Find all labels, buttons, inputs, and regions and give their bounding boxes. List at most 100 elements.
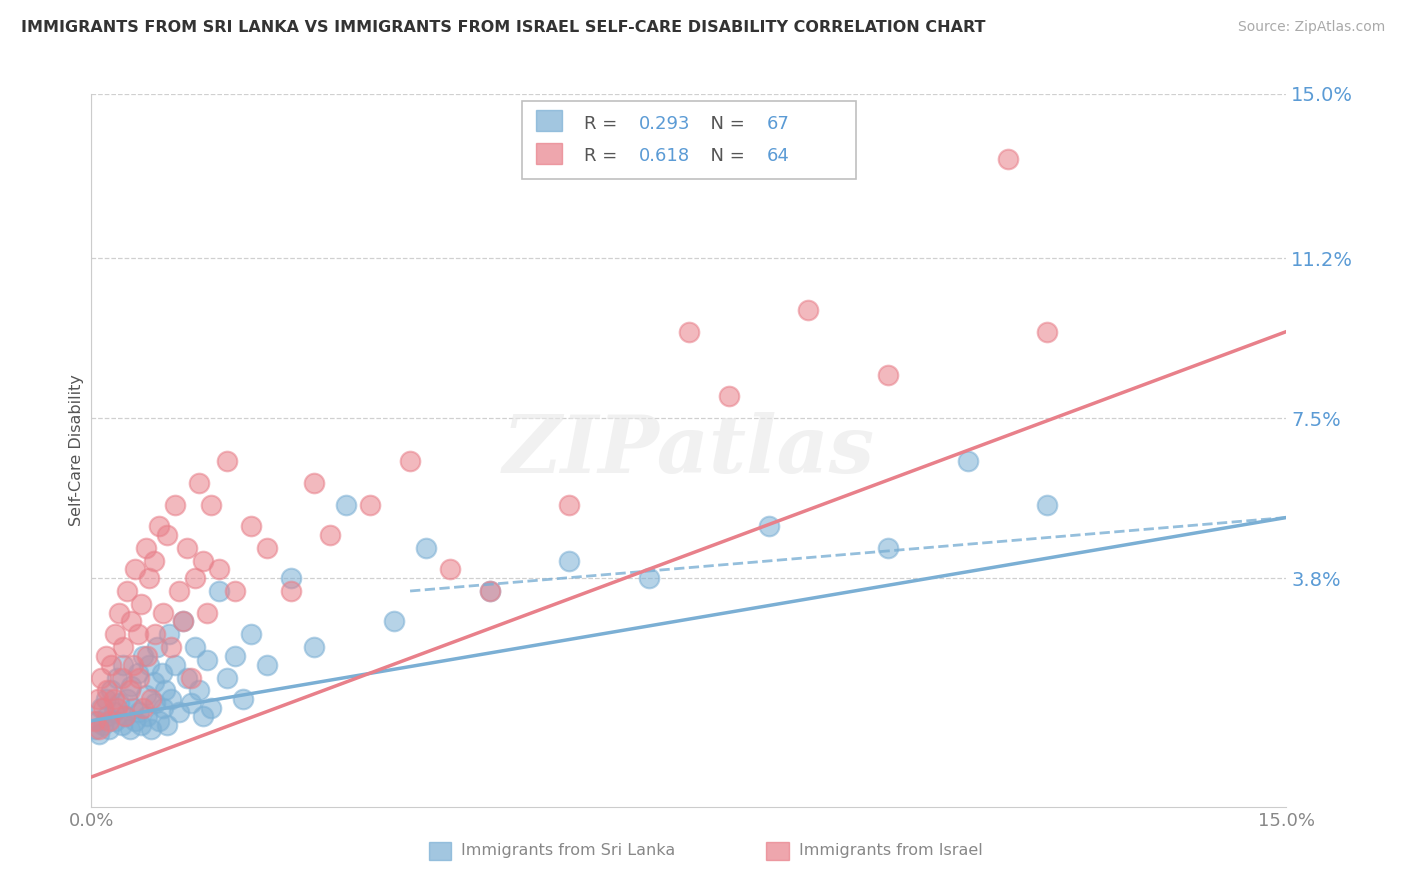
Point [415, 541, 437, 555]
Point [84, 714, 107, 728]
Point [136, 648, 159, 663]
Point [200, 700, 222, 714]
Point [558, 498, 581, 512]
Point [114, 709, 136, 723]
Text: N =: N = [699, 115, 749, 133]
Point [124, 562, 146, 576]
Text: 64: 64 [766, 147, 790, 165]
Point [87, 714, 110, 728]
Point [87, 692, 110, 706]
Point [128, 705, 150, 719]
Point [142, 554, 165, 568]
Point [142, 674, 165, 689]
Point [108, 697, 131, 711]
Point [152, 700, 174, 714]
Point [115, 584, 138, 599]
Text: IMMIGRANTS FROM SRI LANKA VS IMMIGRANTS FROM ISRAEL SELF-CARE DISABILITY CORRELA: IMMIGRANTS FROM SRI LANKA VS IMMIGRANTS … [21, 20, 986, 35]
Point [129, 718, 152, 732]
Point [1036, 498, 1059, 512]
Point [163, 498, 186, 512]
Point [118, 723, 141, 737]
Point [188, 475, 211, 490]
Point [108, 606, 131, 620]
Point [184, 571, 207, 585]
Point [97, 714, 120, 728]
Point [184, 640, 207, 655]
Point [215, 454, 238, 468]
Point [195, 653, 218, 667]
Point [163, 657, 186, 672]
Point [89, 723, 111, 737]
Point [148, 714, 170, 728]
Point [232, 692, 254, 706]
Point [145, 640, 167, 655]
Point [138, 657, 160, 672]
Point [129, 597, 152, 611]
Point [152, 606, 174, 620]
Point [335, 498, 357, 512]
Point [256, 541, 278, 555]
Point [280, 571, 302, 585]
Point [256, 657, 278, 672]
Point [160, 692, 183, 706]
Point [172, 615, 194, 629]
Point [103, 705, 125, 719]
Point [239, 519, 262, 533]
Point [877, 541, 900, 555]
Point [143, 627, 166, 641]
Point [304, 640, 326, 655]
FancyBboxPatch shape [522, 101, 856, 179]
Point [208, 562, 231, 576]
Point [877, 368, 900, 382]
Point [156, 718, 179, 732]
Point [224, 648, 246, 663]
Point [127, 627, 149, 641]
Point [176, 671, 198, 685]
Point [176, 541, 198, 555]
Point [359, 498, 381, 512]
Point [112, 657, 135, 672]
Point [94, 648, 117, 663]
Text: ZIPatlas: ZIPatlas [503, 412, 875, 489]
Point [121, 700, 143, 714]
Point [148, 519, 170, 533]
Point [167, 584, 190, 599]
Point [172, 615, 194, 629]
Point [195, 606, 218, 620]
Point [132, 700, 155, 714]
Point [127, 666, 149, 681]
Point [105, 671, 128, 685]
Bar [429, 842, 451, 860]
Point [124, 714, 146, 728]
Point [558, 554, 581, 568]
Point [143, 697, 166, 711]
Point [104, 627, 127, 641]
Point [94, 692, 117, 706]
Point [132, 648, 155, 663]
Point [93, 718, 114, 732]
Point [111, 671, 134, 685]
Point [439, 562, 461, 576]
Point [797, 302, 820, 317]
Point [115, 692, 138, 706]
Point [111, 718, 134, 732]
Text: Immigrants from Sri Lanka: Immigrants from Sri Lanka [461, 844, 675, 858]
Point [180, 697, 202, 711]
Text: N =: N = [699, 147, 749, 165]
Text: R =: R = [583, 115, 623, 133]
Point [104, 714, 127, 728]
Text: Source: ZipAtlas.com: Source: ZipAtlas.com [1237, 20, 1385, 34]
Text: 0.618: 0.618 [638, 147, 690, 165]
Point [239, 627, 262, 641]
Point [1036, 325, 1059, 339]
Point [159, 627, 181, 641]
Point [638, 571, 661, 585]
Point [135, 688, 157, 702]
Point [105, 700, 128, 714]
Point [150, 666, 173, 681]
Point [478, 584, 501, 599]
Point [997, 152, 1019, 166]
Point [478, 584, 501, 599]
Bar [536, 144, 562, 163]
Point [84, 723, 107, 737]
